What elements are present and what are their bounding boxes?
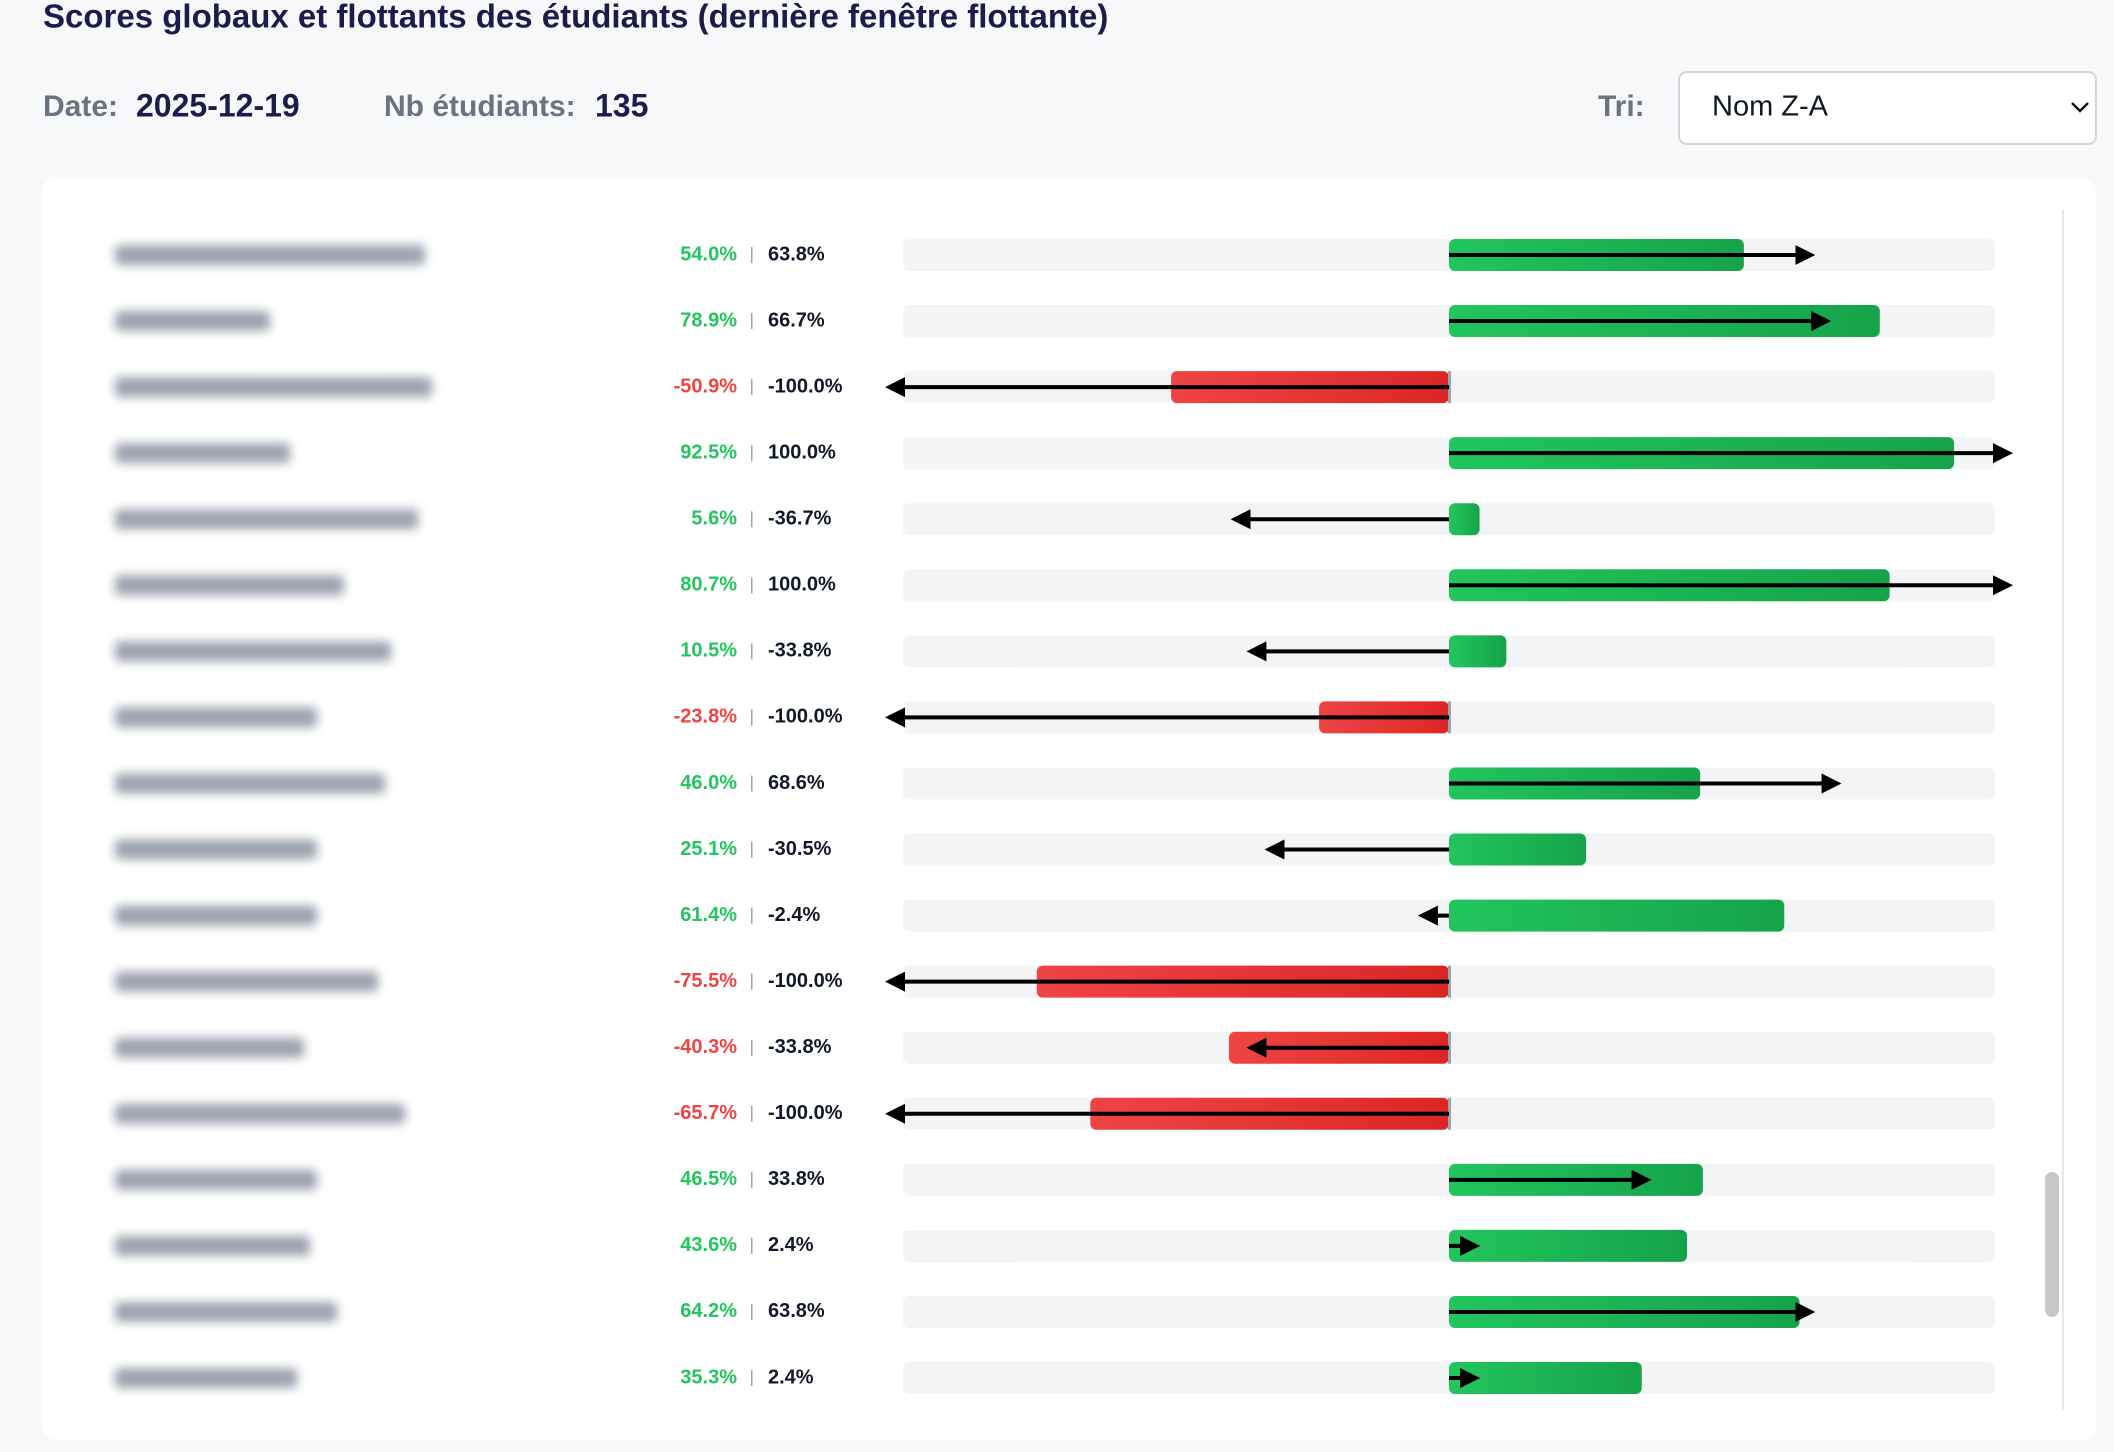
separator [751,907,753,924]
zero-tick [1448,701,1451,734]
global-bar [1449,899,1785,932]
floating-score: -100.0% [768,970,843,992]
floating-score: 33.8% [768,1168,825,1190]
global-bar [1449,635,1507,668]
separator [751,775,753,792]
global-score: 78.9% [680,309,737,331]
floating-score: 100.0% [768,441,836,463]
rows: 54.0% 63.8% 78.9% 66.7% -50.9% -100.0% 92.5% 10… [115,239,2013,1395]
sort-value: Nom Z-A [1712,91,1829,123]
global-score: 64.2% [680,1300,737,1322]
floating-score: 63.8% [768,1300,825,1322]
floating-score: -100.0% [768,1102,843,1124]
name-placeholder [115,245,425,265]
global-score: 35.3% [680,1366,737,1388]
separator [751,247,753,263]
floating-score: -36.7% [768,508,832,530]
name-placeholder [115,443,290,464]
floating-score: 68.6% [768,772,825,794]
zero-tick [1448,1031,1451,1064]
name-placeholder [115,575,344,596]
name-placeholder [115,377,432,398]
name-placeholder [115,1037,304,1058]
zero-tick [1448,1097,1451,1130]
global-score: 46.0% [680,772,737,794]
sort-label: Tri: [1598,90,1645,123]
global-score: 80.7% [680,574,737,596]
global-score: -65.7% [674,1102,738,1124]
global-score: 92.5% [680,441,737,463]
name-placeholder [115,641,391,662]
global-score: -40.3% [674,1036,738,1058]
global-score: -75.5% [674,970,738,992]
global-score: 5.6% [691,508,737,530]
global-score: -50.9% [674,375,738,397]
floating-score: 66.7% [768,309,825,331]
separator [751,379,753,396]
separator [751,445,753,462]
global-score: 10.5% [680,640,737,662]
separator [751,313,753,330]
name-placeholder [115,1235,310,1256]
date: 2025-12-19 [136,87,300,123]
separator [751,1237,753,1254]
title: Scores globaux et flottants des étudiant… [43,0,1108,35]
name-placeholder [115,773,385,794]
name-placeholder [115,905,317,926]
name-placeholder [115,707,317,728]
global-score: -23.8% [674,706,738,728]
sort-select[interactable] [1678,71,2097,145]
name-placeholder [115,509,418,530]
name-placeholder [115,1301,337,1322]
separator [751,841,753,858]
count: 135 [595,87,648,123]
global-bar [1449,833,1587,866]
separator [751,577,753,594]
floating-score: 100.0% [768,574,836,596]
select-chevron [2071,102,2089,113]
separator [751,643,753,660]
global-score: 43.6% [680,1234,737,1256]
separator [751,1171,753,1188]
separator [751,511,753,528]
name-placeholder [115,1368,297,1389]
zero-tick [1448,965,1451,998]
scrollbar-thumb[interactable] [2045,1172,2059,1317]
separator [751,1039,753,1056]
floating-score: -2.4% [768,904,820,926]
name-placeholder [115,839,317,860]
separator [751,1370,753,1387]
name-placeholder [115,1103,405,1124]
name-placeholder [115,311,270,332]
global-bar [1449,1362,1642,1395]
zero-tick [1448,371,1451,404]
date-label: Date: [43,90,118,123]
separator [751,973,753,990]
floating-score: 63.8% [768,243,825,265]
global-score: 54.0% [680,243,737,265]
global-score: 46.5% [680,1168,737,1190]
separator [751,1303,753,1320]
global-bar [1449,1229,1688,1262]
name-placeholder [115,971,378,992]
global-score: 61.4% [680,904,737,926]
floating-score: 2.4% [768,1234,814,1256]
separator [751,709,753,726]
floating-score: -30.5% [768,838,832,860]
floating-score: 2.4% [768,1366,814,1388]
floating-score: -100.0% [768,375,843,397]
global-score: 25.1% [680,838,737,860]
count-label: Nb étudiants: [384,90,576,123]
name-placeholder [115,1169,317,1190]
floating-score: -100.0% [768,706,843,728]
floating-score: -33.8% [768,640,832,662]
floating-score: -33.8% [768,1036,832,1058]
separator [751,1105,753,1122]
global-bar [1449,503,1480,536]
